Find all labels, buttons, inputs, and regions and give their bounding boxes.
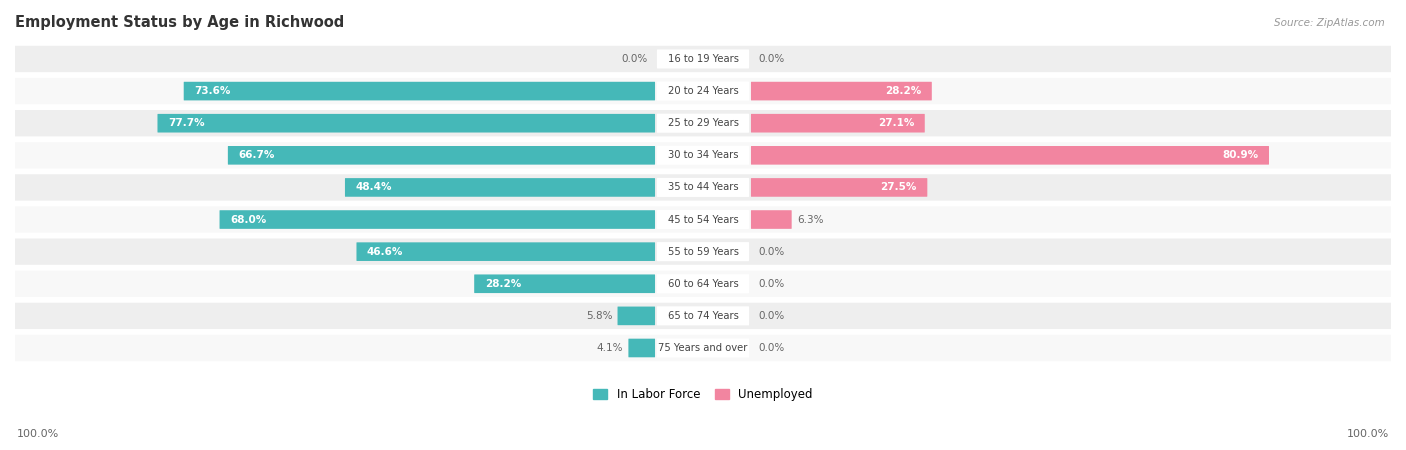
FancyBboxPatch shape [15, 174, 1391, 201]
Text: 28.2%: 28.2% [884, 86, 921, 96]
FancyBboxPatch shape [657, 242, 749, 261]
FancyBboxPatch shape [617, 306, 655, 325]
Text: 4.1%: 4.1% [596, 343, 623, 353]
FancyBboxPatch shape [657, 178, 749, 197]
FancyBboxPatch shape [219, 210, 655, 229]
Text: Employment Status by Age in Richwood: Employment Status by Age in Richwood [15, 15, 344, 30]
Text: 60 to 64 Years: 60 to 64 Years [668, 279, 738, 289]
FancyBboxPatch shape [657, 50, 749, 68]
Text: 16 to 19 Years: 16 to 19 Years [668, 54, 738, 64]
FancyBboxPatch shape [657, 274, 749, 293]
Text: 100.0%: 100.0% [1347, 429, 1389, 439]
FancyBboxPatch shape [344, 178, 655, 197]
FancyBboxPatch shape [751, 210, 792, 229]
FancyBboxPatch shape [357, 243, 655, 261]
Text: 0.0%: 0.0% [758, 279, 785, 289]
FancyBboxPatch shape [751, 146, 1270, 165]
FancyBboxPatch shape [751, 178, 928, 197]
Text: 80.9%: 80.9% [1222, 150, 1258, 160]
FancyBboxPatch shape [157, 114, 655, 132]
FancyBboxPatch shape [15, 335, 1391, 361]
Text: 66.7%: 66.7% [239, 150, 274, 160]
FancyBboxPatch shape [15, 142, 1391, 168]
FancyBboxPatch shape [657, 81, 749, 101]
Text: 65 to 74 Years: 65 to 74 Years [668, 311, 738, 321]
Text: 75 Years and over: 75 Years and over [658, 343, 748, 353]
Text: 25 to 29 Years: 25 to 29 Years [668, 118, 738, 128]
Text: 35 to 44 Years: 35 to 44 Years [668, 182, 738, 193]
Text: 0.0%: 0.0% [758, 54, 785, 64]
Text: 6.3%: 6.3% [797, 215, 824, 225]
Text: 0.0%: 0.0% [621, 54, 648, 64]
Text: 77.7%: 77.7% [167, 118, 205, 128]
Text: 20 to 24 Years: 20 to 24 Years [668, 86, 738, 96]
FancyBboxPatch shape [15, 46, 1391, 72]
FancyBboxPatch shape [184, 82, 655, 100]
Text: 28.2%: 28.2% [485, 279, 522, 289]
FancyBboxPatch shape [15, 207, 1391, 233]
Text: 30 to 34 Years: 30 to 34 Years [668, 150, 738, 160]
Text: 48.4%: 48.4% [356, 182, 392, 193]
FancyBboxPatch shape [15, 110, 1391, 136]
Text: 55 to 59 Years: 55 to 59 Years [668, 247, 738, 256]
FancyBboxPatch shape [474, 274, 655, 293]
FancyBboxPatch shape [751, 114, 925, 132]
Text: 0.0%: 0.0% [758, 343, 785, 353]
Text: 100.0%: 100.0% [17, 429, 59, 439]
FancyBboxPatch shape [751, 82, 932, 100]
FancyBboxPatch shape [657, 210, 749, 229]
FancyBboxPatch shape [15, 78, 1391, 104]
FancyBboxPatch shape [15, 303, 1391, 329]
Text: 68.0%: 68.0% [231, 215, 266, 225]
Text: 73.6%: 73.6% [194, 86, 231, 96]
Text: Source: ZipAtlas.com: Source: ZipAtlas.com [1274, 18, 1385, 28]
Text: 0.0%: 0.0% [758, 311, 785, 321]
FancyBboxPatch shape [15, 270, 1391, 297]
Text: 27.5%: 27.5% [880, 182, 917, 193]
Text: 45 to 54 Years: 45 to 54 Years [668, 215, 738, 225]
FancyBboxPatch shape [657, 306, 749, 325]
FancyBboxPatch shape [15, 238, 1391, 265]
Text: 5.8%: 5.8% [586, 311, 612, 321]
Legend: In Labor Force, Unemployed: In Labor Force, Unemployed [589, 383, 817, 406]
FancyBboxPatch shape [657, 338, 749, 357]
FancyBboxPatch shape [628, 339, 655, 357]
Text: 0.0%: 0.0% [758, 247, 785, 256]
FancyBboxPatch shape [657, 114, 749, 133]
Text: 46.6%: 46.6% [367, 247, 404, 256]
FancyBboxPatch shape [657, 146, 749, 165]
Text: 27.1%: 27.1% [877, 118, 914, 128]
FancyBboxPatch shape [228, 146, 655, 165]
